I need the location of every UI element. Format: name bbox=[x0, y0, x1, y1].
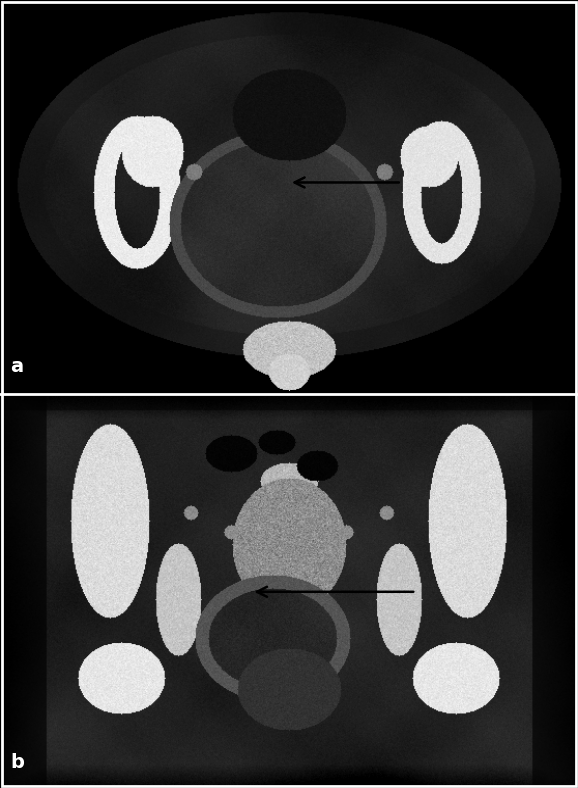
Text: b: b bbox=[10, 753, 24, 771]
Text: a: a bbox=[10, 357, 24, 376]
